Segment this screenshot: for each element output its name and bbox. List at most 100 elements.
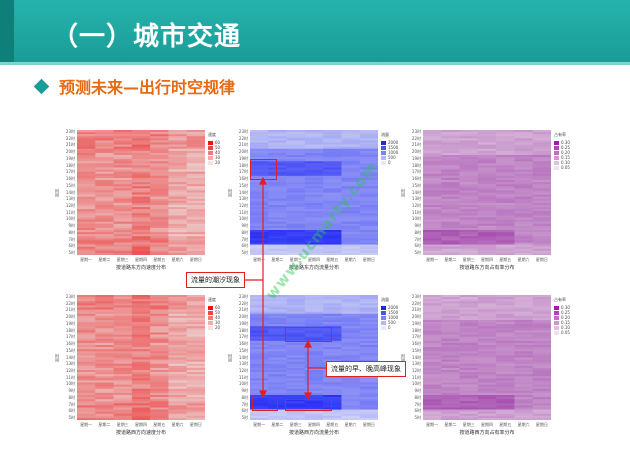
heatmap-cell <box>250 299 269 302</box>
heatmap-cell <box>532 173 552 177</box>
heatmap-cell <box>477 405 497 408</box>
heatmap-cell <box>496 236 515 239</box>
y-tick-label: 18时 <box>238 162 248 168</box>
heatmap-cell <box>341 307 361 310</box>
heatmap-cell <box>77 250 96 254</box>
legend-swatch <box>208 310 213 315</box>
legend-item: 0 <box>381 325 398 330</box>
heatmap-cell <box>441 299 460 302</box>
heatmap-cell <box>131 196 151 200</box>
heatmap-cell <box>186 134 206 137</box>
heatmap-cell <box>77 301 96 304</box>
heatmap-cell <box>359 252 379 256</box>
heatmap-cell <box>304 365 324 369</box>
heatmap-cell <box>323 209 342 212</box>
heatmap-cell <box>441 223 460 227</box>
heatmap-cell <box>286 367 306 371</box>
heatmap-cell <box>77 326 96 329</box>
y-tick-label: 7时 <box>414 401 421 407</box>
heatmap-cell <box>250 332 269 335</box>
heatmap-cell <box>250 161 269 164</box>
y-tick-label: 20时 <box>65 314 75 320</box>
heatmap-cell <box>131 242 151 245</box>
heatmap-cell <box>113 336 133 340</box>
heatmap-cell <box>532 190 552 193</box>
heatmap-cell <box>459 301 479 304</box>
heatmap-cell <box>496 194 515 197</box>
heatmap-cell <box>131 365 151 369</box>
heatmap-cell <box>514 177 534 181</box>
y-tick-label: 7时 <box>414 236 421 242</box>
heatmap-cell <box>477 332 497 335</box>
heatmap-cell <box>131 407 151 410</box>
heatmap-cell <box>268 336 287 340</box>
legend-swatch <box>208 320 213 325</box>
heatmap-cell <box>423 415 442 419</box>
heatmap-cell <box>304 334 324 337</box>
heatmap-cell <box>532 144 552 147</box>
header-accent-bar <box>0 0 14 62</box>
heatmap-cell <box>441 213 460 216</box>
heatmap-cell <box>341 315 361 319</box>
heatmap-cell <box>150 209 169 212</box>
heatmap-cell <box>477 361 497 365</box>
heatmap-cell <box>250 238 269 241</box>
heatmap-cell <box>95 367 114 371</box>
heatmap-cell <box>304 378 324 381</box>
heatmap-cell <box>459 155 479 158</box>
heatmap-cell <box>514 192 534 195</box>
heatmap-cell <box>459 392 479 396</box>
heatmap-cell <box>359 309 379 312</box>
heatmap-cell <box>186 173 206 177</box>
heatmap-cell <box>250 322 269 325</box>
heatmap-cell <box>77 374 96 377</box>
heatmap-cell <box>304 134 324 137</box>
heatmap-cell <box>423 173 442 177</box>
heatmap-cell <box>341 163 361 166</box>
heatmap-cell <box>95 355 114 358</box>
y-tick-label: 7时 <box>68 236 75 242</box>
heatmap-cell <box>341 320 361 323</box>
heatmap-cell <box>150 146 169 150</box>
heatmap-cell <box>186 130 206 133</box>
heatmap-cell <box>423 378 442 381</box>
heatmap-cell <box>496 378 515 381</box>
legend-label: 2000 <box>388 140 399 145</box>
heatmap-cell <box>131 374 151 377</box>
heatmap-cell <box>514 386 534 390</box>
heatmap-cell <box>168 370 188 373</box>
heatmap-cell <box>304 230 324 233</box>
heatmap-cell <box>250 303 269 306</box>
heatmap-cell <box>359 225 379 229</box>
legend-label: 0.20 <box>561 150 570 155</box>
heatmap-cell <box>514 213 534 216</box>
heatmap-cell <box>477 177 497 181</box>
heatmap-cell <box>131 215 151 218</box>
heatmap-cell <box>250 361 269 365</box>
heatmap-cell <box>496 152 515 156</box>
heatmap-cell <box>268 130 287 133</box>
heatmap-cell <box>131 248 151 252</box>
heatmap-cell <box>304 177 324 181</box>
heatmap-cell <box>423 326 442 329</box>
heatmap-cell <box>186 188 206 191</box>
heatmap-cell <box>341 388 361 392</box>
heatmap-cell <box>459 372 479 375</box>
heatmap-cell <box>250 297 269 300</box>
heatmap-cell <box>95 380 114 383</box>
heatmap-cell <box>323 407 342 410</box>
heatmap-cell <box>304 142 324 145</box>
heatmap-cell <box>186 305 206 308</box>
heatmap-cell <box>250 242 269 245</box>
heatmap-cell <box>186 324 206 327</box>
heatmap-cell <box>77 353 96 356</box>
heatmap-cell <box>459 313 479 317</box>
heatmap-cell <box>286 148 306 152</box>
heatmap-cell <box>250 401 269 404</box>
x-tick-label: 星期六 <box>344 422 357 427</box>
heatmap-cell <box>77 340 96 344</box>
heatmap-cell <box>95 376 114 379</box>
heatmap-cell <box>532 328 552 331</box>
heatmap-cell <box>304 211 324 214</box>
heatmap-cell <box>168 142 188 145</box>
